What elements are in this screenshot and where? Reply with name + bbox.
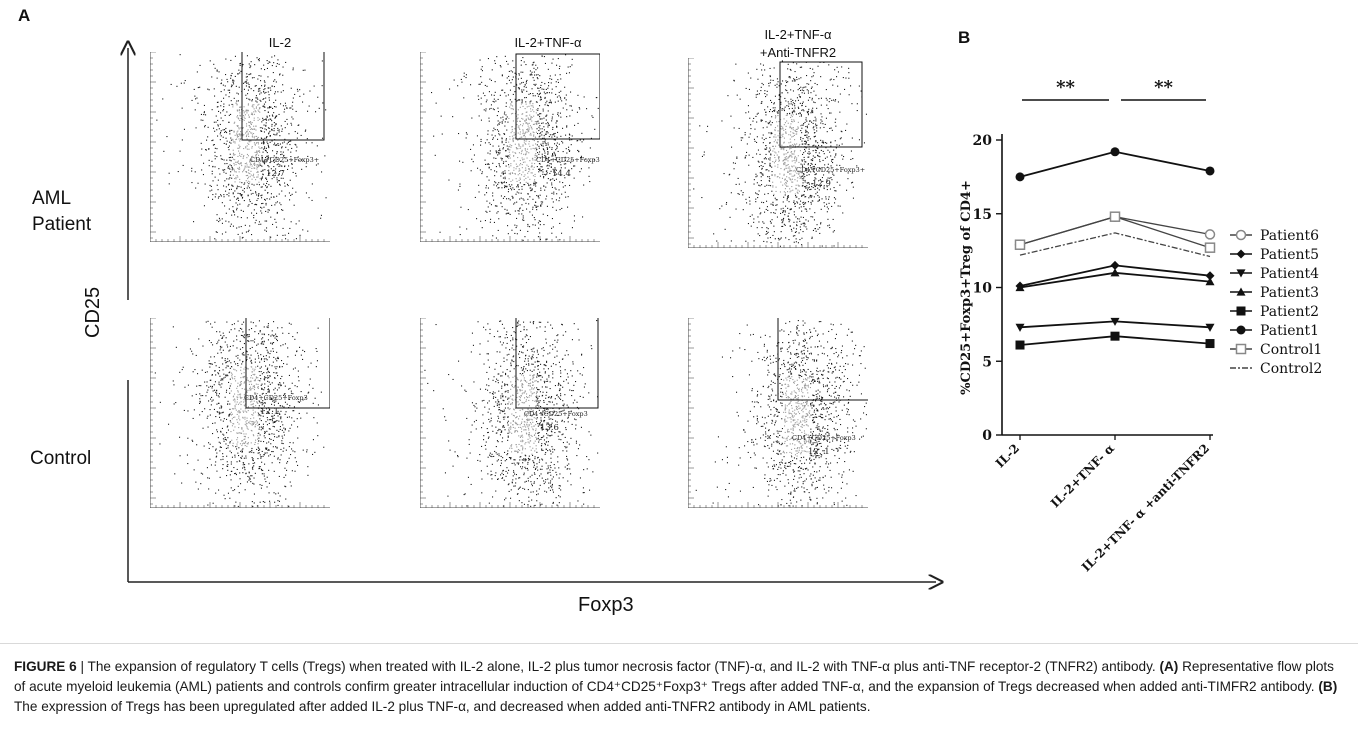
gate-percentage: 14.4 xyxy=(552,169,571,179)
legend-marker xyxy=(1237,326,1246,335)
legend-item-patient3: Patient3 xyxy=(1230,285,1319,301)
y-tick-label: 20 xyxy=(973,133,993,149)
y-tick-label: 10 xyxy=(973,281,993,297)
legend-label: Control2 xyxy=(1260,361,1322,377)
legend-item-patient2: Patient2 xyxy=(1230,304,1319,320)
flow-events xyxy=(155,320,324,507)
caption-b-text: The expression of Tregs has been upregul… xyxy=(14,699,870,714)
gate-label: CD4+CD25+Foxp3 xyxy=(244,394,308,402)
flow-plot-aml-il2-tnf: CD4+CD25+Foxp3+ 14.4 xyxy=(420,52,600,242)
series-control1 xyxy=(1016,212,1215,252)
gate-percentage: 12.9 xyxy=(812,179,831,189)
series-patient2 xyxy=(1016,332,1215,350)
data-point xyxy=(1111,147,1120,156)
data-point xyxy=(1206,243,1215,252)
gate-label: CD4+CD25+Foxp3+ xyxy=(796,166,865,174)
flow-plot-aml-anti-tnfr2: CD4+CD25+Foxp3+ 12.9 xyxy=(688,58,868,248)
data-point xyxy=(1206,166,1215,175)
data-point xyxy=(1016,172,1025,181)
legend-marker xyxy=(1237,231,1246,240)
legend-marker xyxy=(1237,250,1246,259)
gate-label: CD4+CD25+Foxp3+ xyxy=(536,156,600,164)
caption-figure-label: FIGURE 6 xyxy=(14,659,77,674)
data-point xyxy=(1111,332,1120,341)
series-patient1 xyxy=(1016,147,1215,181)
flow-plot-control-il2-tnf: CD4+CD25+Foxp3 13.6 xyxy=(420,318,600,508)
legend-label: Patient1 xyxy=(1260,323,1319,339)
legend-label: Patient3 xyxy=(1260,285,1319,301)
y-tick-label: 15 xyxy=(973,207,992,223)
legend-item-patient6: Patient6 xyxy=(1230,228,1319,244)
gate-label: CD4+CD25+Foxp3 xyxy=(792,434,856,442)
legend-marker xyxy=(1237,345,1246,354)
figure-caption: FIGURE 6 | The expansion of regulatory T… xyxy=(0,643,1358,732)
legend-label: Patient6 xyxy=(1260,228,1319,244)
caption-b-label: (B) xyxy=(1318,679,1337,694)
gate-percentage: 12.1 xyxy=(260,407,279,417)
caption-intro: | The expansion of regulatory T cells (T… xyxy=(77,659,1160,674)
y-axis-title: %CD25+Foxp3+Treg of CD4+ xyxy=(959,180,974,395)
gate-percentage: 12.7 xyxy=(266,169,285,179)
data-point xyxy=(1206,230,1215,239)
gate-label: CD4+CD25+Foxp3 xyxy=(524,410,588,418)
legend-item-patient4: Patient4 xyxy=(1230,266,1319,282)
panel-b-line-chart: 0 5 10 15 20 %CD25+Foxp3+Treg of CD4+ IL-2 IL-2… xyxy=(940,60,1358,600)
gate-percentage: 13.6 xyxy=(540,423,559,433)
legend-label: Patient4 xyxy=(1260,266,1319,282)
gate-rectangle xyxy=(778,318,868,400)
legend-label: Patient2 xyxy=(1260,304,1319,320)
panel-b-letter: B xyxy=(958,28,970,48)
gate-label: CD4+CD25+Foxp3+ xyxy=(250,156,319,164)
legend-label: Patient5 xyxy=(1260,247,1319,263)
y-tick-label: 0 xyxy=(982,428,992,444)
legend-marker xyxy=(1237,307,1246,316)
data-point xyxy=(1111,212,1120,221)
legend-item-patient1: Patient1 xyxy=(1230,323,1319,339)
significance-label: ** xyxy=(1056,77,1075,98)
gate-percentage: 12. 1 xyxy=(808,447,830,457)
data-point xyxy=(1016,341,1025,350)
y-tick-label: 5 xyxy=(982,354,992,370)
x-tick-label: IL-2+TNF- α xyxy=(1048,441,1117,510)
data-point xyxy=(1016,240,1025,249)
flow-events xyxy=(156,54,326,239)
legend-item-control1: Control1 xyxy=(1230,342,1322,358)
flow-plot-aml-il2: CD4+CD25+Foxp3+ 12.7 xyxy=(150,52,330,242)
legend-item-patient5: Patient5 xyxy=(1230,247,1319,263)
significance-label: ** xyxy=(1154,77,1173,98)
flow-events xyxy=(431,54,599,241)
data-point xyxy=(1206,339,1215,348)
caption-text: FIGURE 6 | The expansion of regulatory T… xyxy=(14,657,1344,717)
x-tick-label: IL-2 xyxy=(993,441,1022,470)
caption-a-label: (A) xyxy=(1159,659,1178,674)
flow-events xyxy=(696,320,867,507)
flow-plot-control-il2: CD4+CD25+Foxp3 12.1 xyxy=(150,318,330,508)
series-patient4 xyxy=(1016,318,1215,332)
legend-label: Control1 xyxy=(1260,342,1322,358)
flow-plot-control-anti-tnfr2: CD4+CD25+Foxp3 12. 1 xyxy=(688,318,868,508)
legend-item-control2: Control2 xyxy=(1230,361,1322,377)
